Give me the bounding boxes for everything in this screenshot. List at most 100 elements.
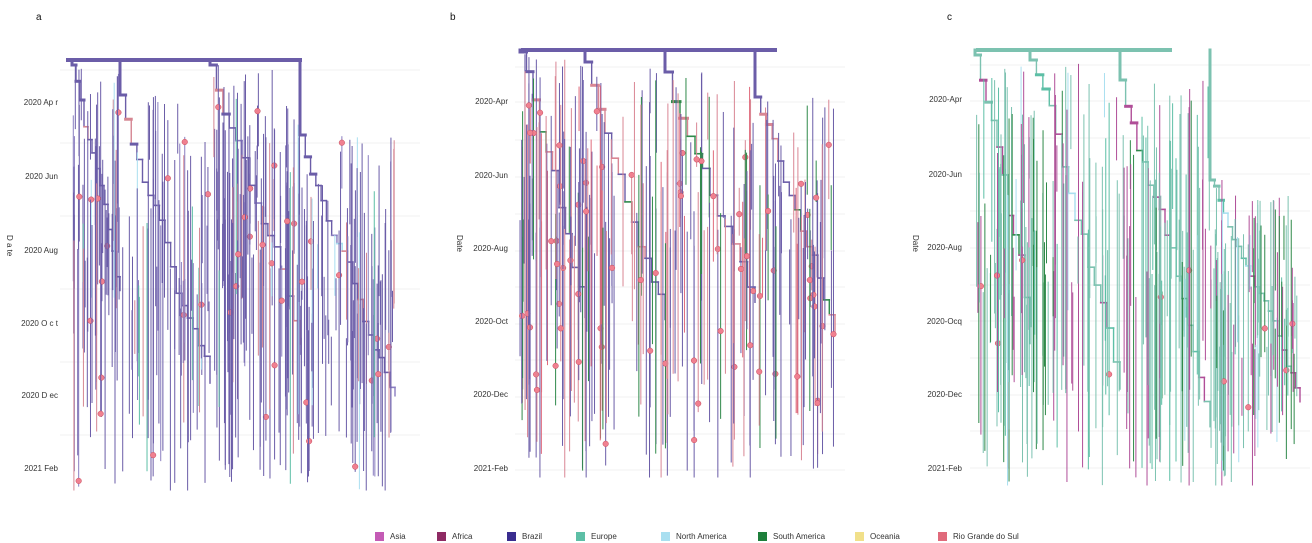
rio-grande-tip (533, 386, 540, 393)
legend-item-rio-grande-do-sul: Rio Grande do Sul (938, 531, 1058, 541)
rio-grande-tip (98, 374, 105, 381)
rio-grande-tip (693, 156, 700, 163)
rio-grande-tip (556, 142, 563, 149)
rio-grande-tip (602, 440, 609, 447)
rio-grande-tip (271, 362, 278, 369)
panel-c-ytick-1: 2020-Jun (928, 170, 962, 179)
rio-grande-tip (794, 373, 801, 380)
panel-a: a D a te 2020 Ap r 2020 Jun 2020 Aug 202… (0, 0, 420, 520)
panel-b: b Date 2020-Apr 2020-Jun 2020-Aug 2020-O… (420, 0, 860, 520)
legend-swatch-africa (437, 531, 446, 541)
legend-swatch-oceania (855, 531, 864, 541)
panel-b-tree (515, 48, 845, 478)
rio-grande-tip (553, 237, 560, 244)
panel-c-ytick-3: 2020-Ocq (926, 317, 962, 326)
rio-grande-tip (554, 260, 561, 268)
panel-a-ytick-3: 2020 O c t (21, 319, 58, 328)
rio-grande-tip (1245, 404, 1252, 411)
rio-grande-tip (628, 171, 635, 178)
legend-label-south-america: South America (773, 531, 826, 541)
rio-grande-tip (164, 175, 171, 182)
legend-label-brazil: Brazil (522, 531, 543, 541)
rio-grande-tip (583, 208, 590, 215)
legend-item-south-america: South America (758, 531, 855, 541)
rio-grande-tip (215, 104, 222, 111)
rio-grande-tip (609, 264, 616, 271)
panel-c-tree (970, 48, 1310, 486)
rio-grande-tip (637, 276, 644, 284)
panel-a-ytick-4: 2020 D ec (21, 391, 58, 400)
rio-grande-tip (181, 138, 188, 146)
rio-grande-tip (647, 347, 654, 354)
rio-grande-tip (652, 269, 659, 277)
rio-grande-tip (1261, 325, 1268, 332)
rio-grande-tip (750, 287, 757, 295)
legend-swatch-rio-grande-do-sul (938, 531, 947, 541)
panel-a-ytick-5: 2021 Feb (24, 464, 58, 473)
legend-swatch-south-america (758, 531, 767, 541)
panel-b-ytick-4: 2020-Dec (473, 390, 508, 399)
rio-grande-tip (710, 193, 717, 200)
rio-grande-tip (298, 278, 306, 285)
panel-c-ytick-2: 2020-Aug (927, 243, 962, 252)
rio-grande-tip (804, 211, 811, 218)
rio-grande-tip (756, 292, 764, 300)
rio-grande-tip (524, 310, 531, 317)
rio-grande-tip (756, 368, 763, 375)
legend-label-north-america: North America (676, 531, 727, 541)
panel-c-ytick-4: 2020-Dec (927, 390, 962, 399)
panel-b-ytick-2: 2020-Aug (473, 244, 508, 253)
rio-grande-tip (247, 185, 254, 192)
rio-grande-tip (806, 276, 813, 284)
rio-grande-tip (97, 410, 104, 417)
rio-grande-tip (278, 297, 285, 304)
panel-c-ytick-0: 2020-Apr (929, 95, 962, 104)
rio-grande-tip (695, 400, 702, 407)
legend-item-brazil: Brazil (507, 531, 576, 541)
legend-label-africa: Africa (452, 531, 473, 541)
rio-grande-tip (180, 311, 187, 319)
rio-grande-tip (1220, 378, 1227, 385)
panel-a-tree (60, 58, 420, 491)
rio-grande-tip (338, 139, 345, 146)
rio-grande-tip (575, 358, 582, 365)
rio-grande-tip (814, 400, 821, 407)
rio-grande-tip (548, 238, 555, 245)
panel-a-letter: a (36, 12, 42, 23)
legend-swatch-europe (576, 531, 585, 541)
rio-grande-tip (593, 108, 600, 115)
rio-grande-tip (575, 290, 582, 298)
rio-grande-tip (765, 207, 772, 215)
panel-a-ytick-0: 2020 Ap r (23, 98, 58, 107)
rio-grande-tip (825, 141, 832, 148)
rio-grande-tip (254, 108, 261, 115)
legend-swatch-asia (375, 531, 384, 541)
rio-grande-tip (115, 109, 122, 116)
legend-item-europe: Europe (576, 531, 661, 541)
rio-grande-tip (527, 129, 534, 136)
rio-grande-tip (798, 180, 805, 187)
rio-grande-tip (204, 191, 211, 198)
panel-b-ytick-3: 2020-Oct (475, 317, 508, 326)
rio-grande-tip (993, 272, 1001, 279)
legend-label-asia: Asia (390, 531, 406, 541)
legend: Asia Africa Brazil Europe North America … (375, 530, 1058, 542)
rio-grande-tip (75, 477, 82, 484)
rio-grande-tip (88, 196, 95, 203)
panel-c: c Date 2020-Apr 2020-Jun 2020-Aug 2020-O… (860, 0, 1312, 520)
rio-grande-tip (580, 157, 587, 165)
legend-swatch-north-america (661, 531, 670, 541)
rio-grande-tip (76, 193, 83, 200)
panel-a-ytick-2: 2020 Aug (24, 246, 58, 255)
panel-c-letter: c (947, 12, 952, 23)
panel-b-letter: b (450, 12, 456, 23)
legend-item-africa: Africa (437, 531, 507, 541)
legend-label-europe: Europe (591, 531, 617, 541)
legend-item-asia: Asia (375, 531, 437, 541)
rio-grande-tip (259, 241, 266, 248)
rio-grande-tip (813, 194, 820, 201)
rio-grande-tip (714, 245, 721, 253)
rio-grande-tip (737, 265, 744, 273)
panel-a-ytick-1: 2020 Jun (25, 172, 58, 181)
panel-c-ytick-5: 2021-Feb (927, 464, 962, 473)
